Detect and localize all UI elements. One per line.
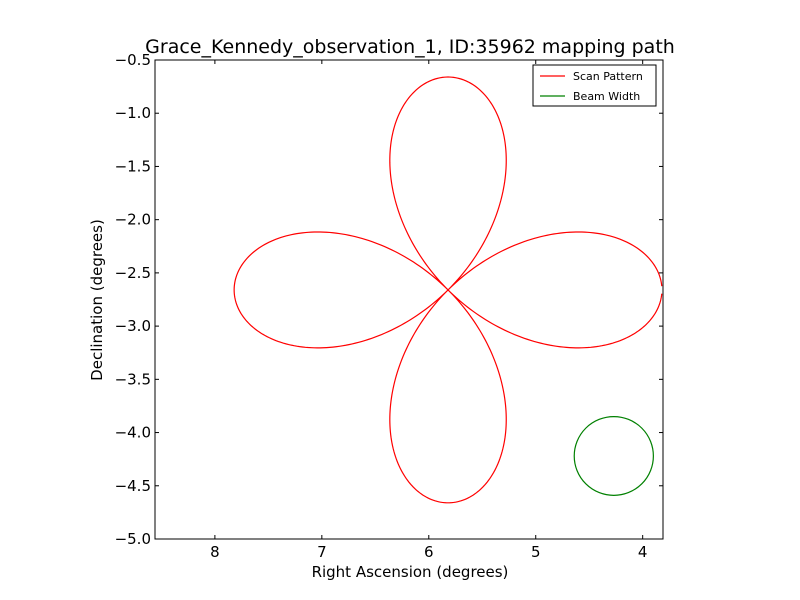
y-tick-label: −2.5 <box>115 264 151 282</box>
y-tick-label: −2.0 <box>115 211 151 229</box>
y-tick-label: −5.0 <box>115 530 151 548</box>
x-tick-label: 4 <box>638 543 648 561</box>
y-tick-label: −3.0 <box>115 317 151 335</box>
x-tick-label: 8 <box>210 543 220 561</box>
chart-title: Grace_Kennedy_observation_1, ID:35962 ma… <box>145 36 675 58</box>
legend: Scan Pattern Beam Width <box>532 64 657 107</box>
y-tick-label: −1.0 <box>115 104 151 122</box>
y-axis-label: Declination (degrees) <box>88 219 106 381</box>
y-tick-label: −4.0 <box>115 424 151 442</box>
plot-area <box>154 59 664 540</box>
series-beam-width <box>573 415 654 496</box>
x-tick-label: 7 <box>317 543 327 561</box>
x-tick-label: 6 <box>424 543 434 561</box>
x-axis: 8 7 6 5 4 <box>210 60 647 561</box>
plot-frame <box>154 59 664 540</box>
legend-box <box>532 64 657 107</box>
y-tick-label: −4.5 <box>115 477 151 495</box>
series-scan-pattern <box>233 76 663 504</box>
legend-label: Scan Pattern <box>573 70 643 83</box>
y-tick-label: −3.5 <box>115 370 151 388</box>
y-axis: −0.5 −1.0 −1.5 −2.0 −2.5 −3.0 −3.5 −4.0 −4.5 −5.0 <box>115 51 663 548</box>
y-tick-label: −1.5 <box>115 157 151 175</box>
x-axis-label: Right Ascension (degrees) <box>312 563 509 581</box>
y-tick-label: −0.5 <box>115 51 151 69</box>
legend-label: Beam Width <box>573 90 640 103</box>
x-tick-label: 5 <box>531 543 541 561</box>
